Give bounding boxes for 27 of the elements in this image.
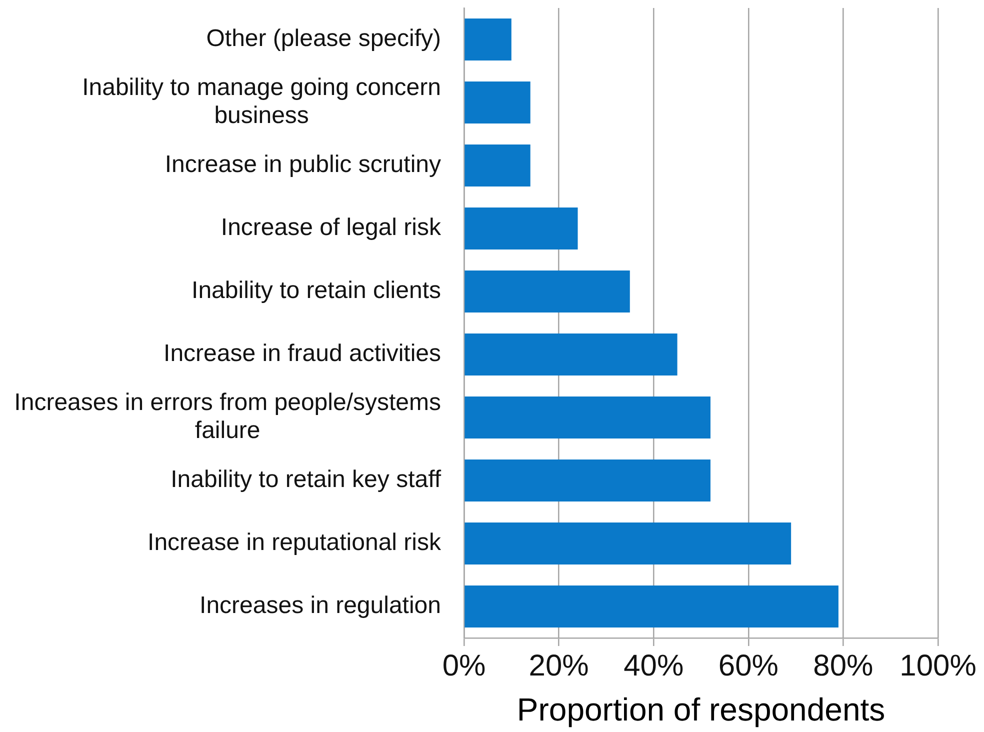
bar: [464, 81, 530, 124]
x-tick-label: 0%: [442, 649, 486, 682]
bar: [464, 459, 710, 502]
y-tick-label: Increase of legal risk: [220, 214, 442, 242]
x-tick-label: 80%: [813, 649, 874, 682]
x-tick-label: 20%: [528, 649, 589, 682]
x-tick-label: 40%: [624, 649, 684, 682]
y-tick-label: Increase in public scrutiny: [164, 151, 442, 178]
bar: [464, 396, 710, 439]
x-tick-label: 100%: [900, 649, 976, 682]
y-tick-label: Increase in reputational risk: [148, 529, 442, 556]
bar: [464, 585, 838, 628]
x-tick-label: 60%: [718, 649, 778, 682]
bar: [464, 207, 578, 250]
bar: [464, 144, 530, 187]
y-tick-label: Increase in fraud activities: [164, 340, 441, 368]
y-tick-label: Increases in regulation: [200, 592, 442, 620]
x-axis-title: Proportion of respondents: [516, 692, 886, 728]
bar: [464, 333, 678, 376]
y-tick-label: Inability to manage going concern business: [82, 74, 442, 130]
y-tick-label: Inability to retain clients: [192, 277, 442, 304]
bar: [464, 18, 512, 61]
y-tick-label: Other (please specify): [206, 25, 441, 52]
y-tick-label: Inability to retain key staff: [170, 466, 442, 494]
y-tick-label: Increases in errors from people/systems failure: [14, 389, 442, 444]
bar: [464, 522, 792, 565]
bar: [464, 270, 630, 313]
